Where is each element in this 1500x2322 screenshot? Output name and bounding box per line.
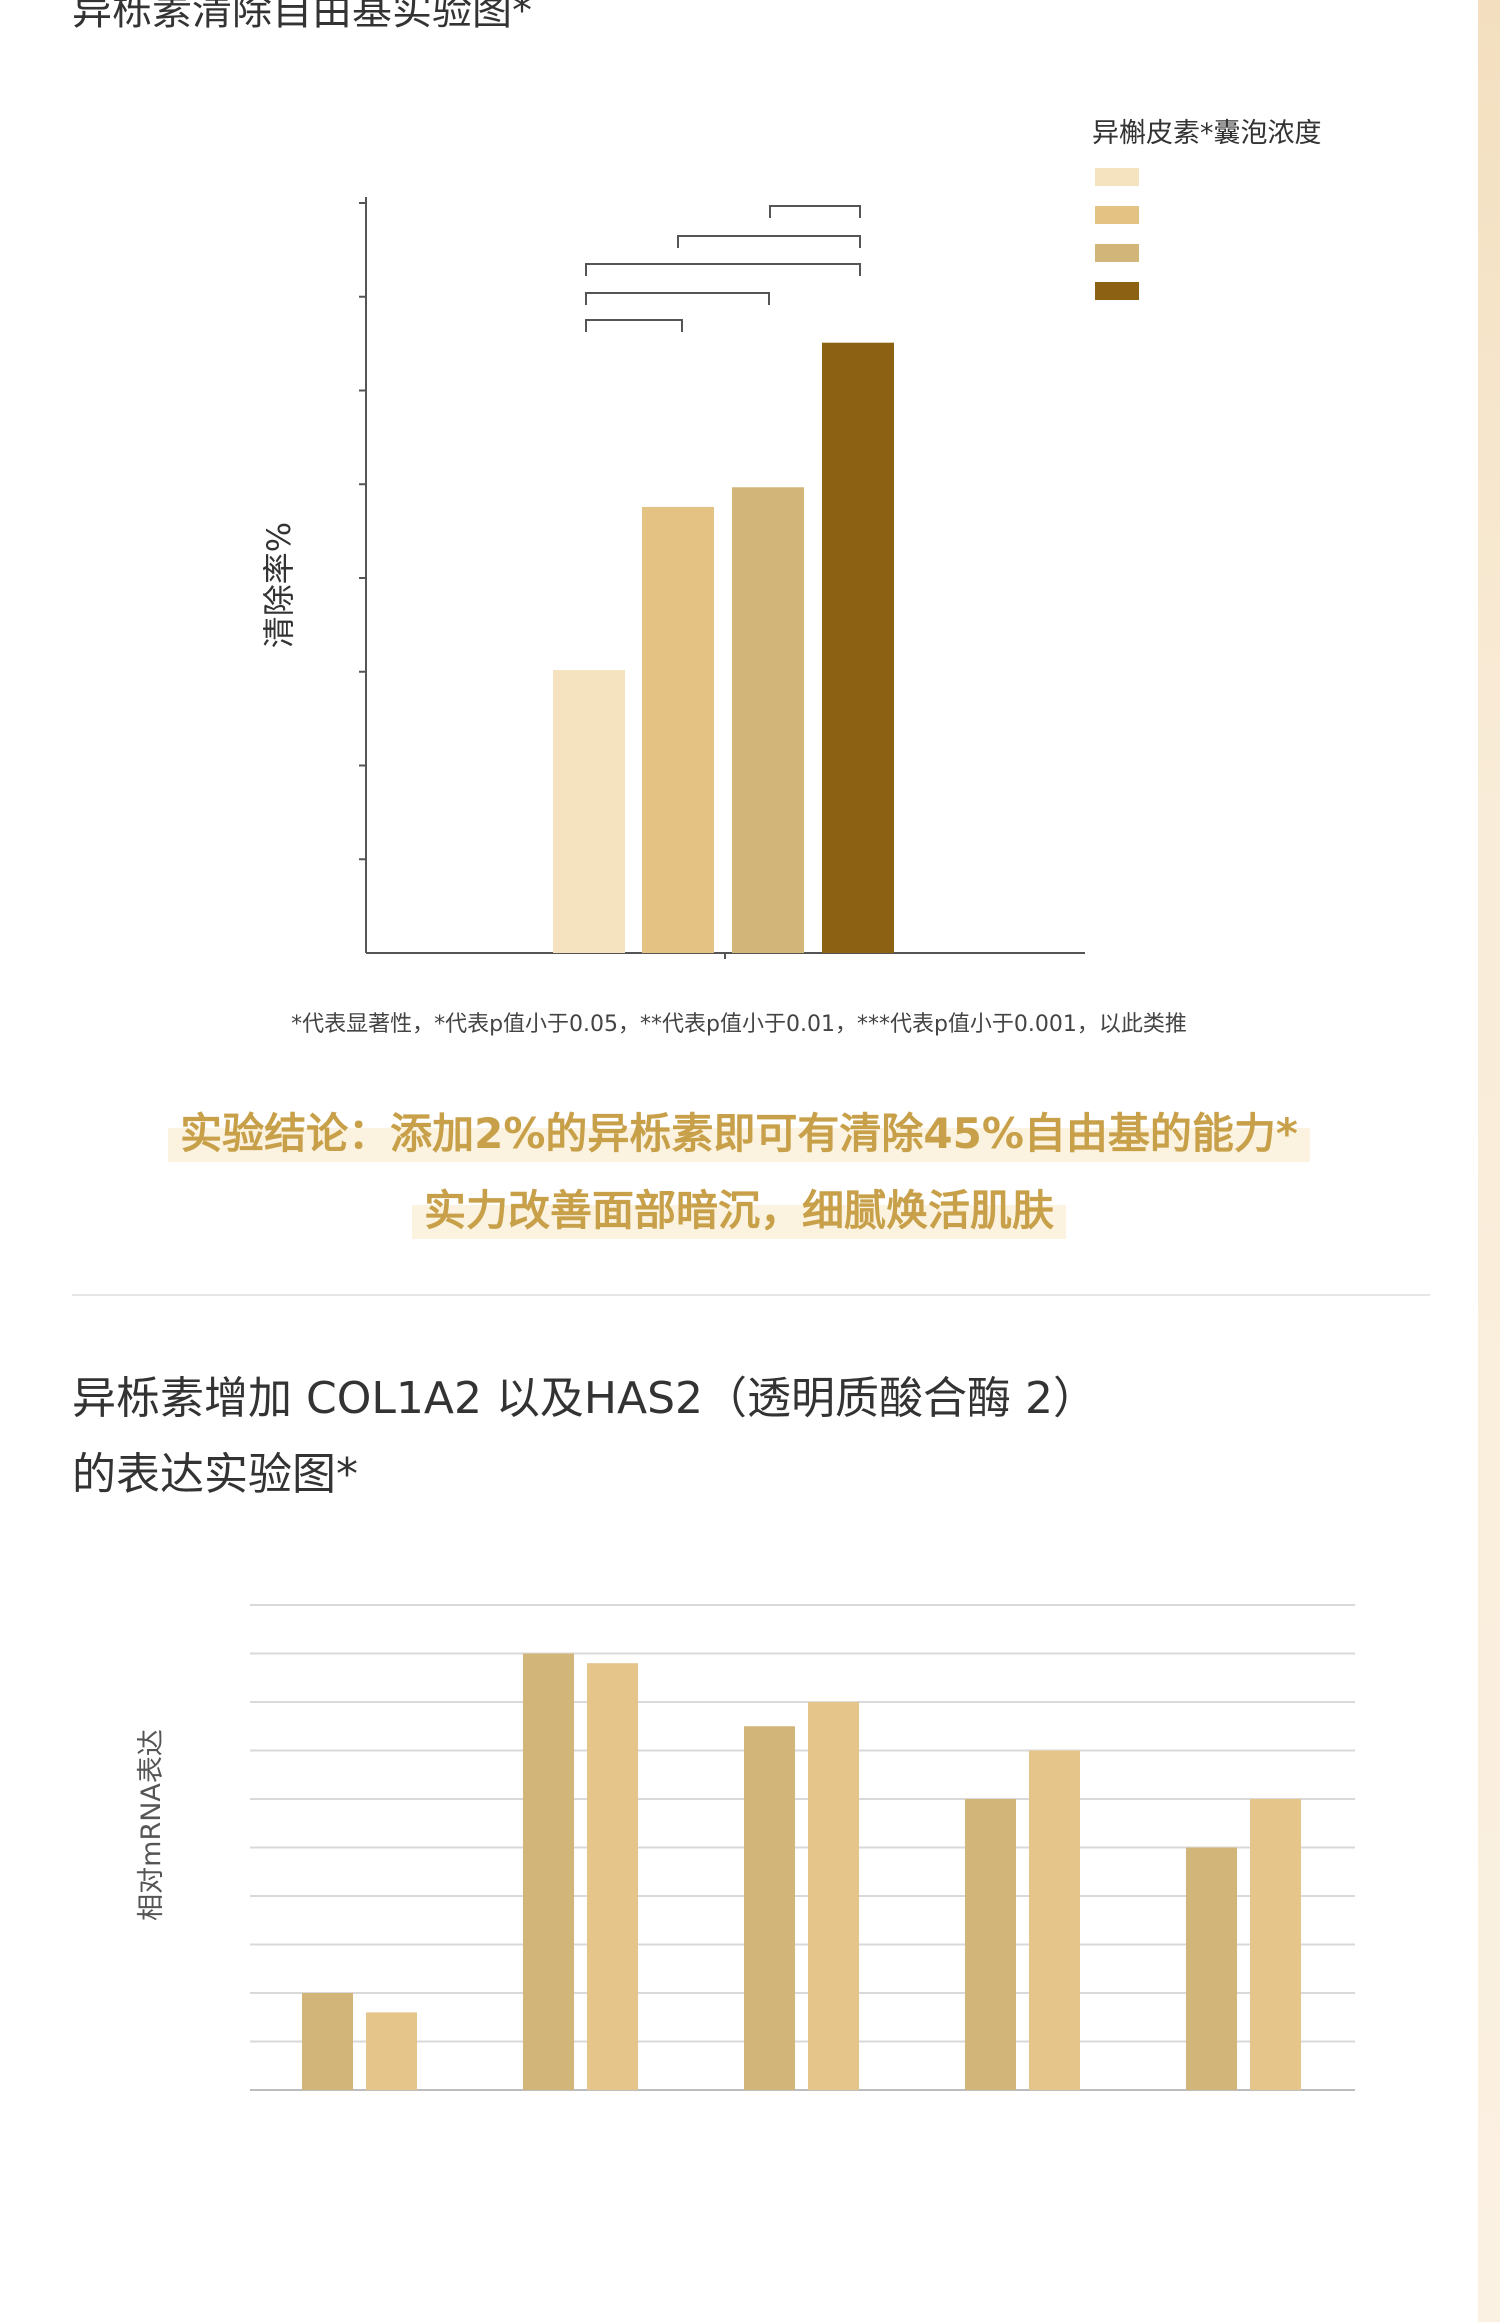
conclusion-line-2: 实力改善面部暗沉，细腻焕活肌肤	[0, 1177, 1478, 1239]
conclusion-line-2-text: 实力改善面部暗沉，细腻焕活肌肤	[411, 1182, 1066, 1239]
chart1-title: 异栎素清除自由基实验图*	[72, 0, 532, 34]
chart1-bar	[732, 487, 804, 953]
chart2-title-line-2: 的表达实验图*	[72, 1449, 358, 1500]
chart1-bar	[553, 670, 625, 953]
radical-scavenging-chart: 清除率% 异槲皮素*囊泡浓度	[260, 118, 1322, 959]
chart2-bar	[808, 1702, 859, 2090]
conclusion-line-1-text: 实验结论：添加2%的异栎素即可有清除45%自由基的能力*	[168, 1105, 1310, 1162]
chart1-significance-bracket	[585, 263, 861, 276]
chart1-significance-brackets	[585, 205, 861, 332]
chart2-bars	[302, 1653, 1301, 2090]
chart1-y-axis-label: 清除率%	[260, 522, 298, 648]
chart2-bar	[1029, 1750, 1080, 2090]
significance-footnote: *代表显著性，*代表p值小于0.05，**代表p值小于0.01，***代表p值小…	[291, 1012, 1187, 1037]
chart1-bar	[822, 342, 894, 953]
decorative-edge	[1478, 0, 1500, 2322]
chart1-legend-swatch	[1095, 206, 1139, 224]
chart2-bar	[587, 1663, 638, 2090]
chart1-bar	[642, 506, 714, 953]
chart1-axes	[359, 197, 1085, 959]
chart2-bar	[302, 1993, 353, 2090]
chart2-bar	[366, 2012, 417, 2090]
chart1-legend-swatch	[1095, 282, 1139, 300]
chart1-bars	[553, 342, 894, 953]
chart2-bar	[965, 1799, 1016, 2090]
chart2-bar	[523, 1653, 574, 2090]
mrna-expression-chart: 相对mRNA表达	[136, 1604, 1355, 2091]
chart1-legend-title: 异槲皮素*囊泡浓度	[1092, 118, 1322, 149]
chart1-legend-swatch	[1095, 168, 1139, 186]
chart2-bar	[744, 1726, 795, 2090]
chart1-significance-bracket	[585, 292, 770, 305]
chart1-legend-swatch	[1095, 244, 1139, 262]
chart2-bar	[1250, 1799, 1301, 2090]
chart2-y-axis-label: 相对mRNA表达	[136, 1729, 167, 1921]
chart2-gridlines	[250, 1604, 1355, 2091]
chart2-title-line-1: 异栎素增加 COL1A2 以及HAS2（透明质酸合酶 2）	[72, 1373, 1098, 1424]
conclusion-line-1: 实验结论：添加2%的异栎素即可有清除45%自由基的能力*	[0, 1100, 1478, 1162]
section-divider	[72, 1294, 1430, 1296]
chart1-significance-bracket	[585, 319, 683, 332]
chart2-bar	[1186, 1847, 1237, 2090]
chart1-legend: 异槲皮素*囊泡浓度	[1092, 118, 1322, 300]
chart1-significance-bracket	[769, 205, 861, 218]
chart1-significance-bracket	[677, 235, 861, 248]
